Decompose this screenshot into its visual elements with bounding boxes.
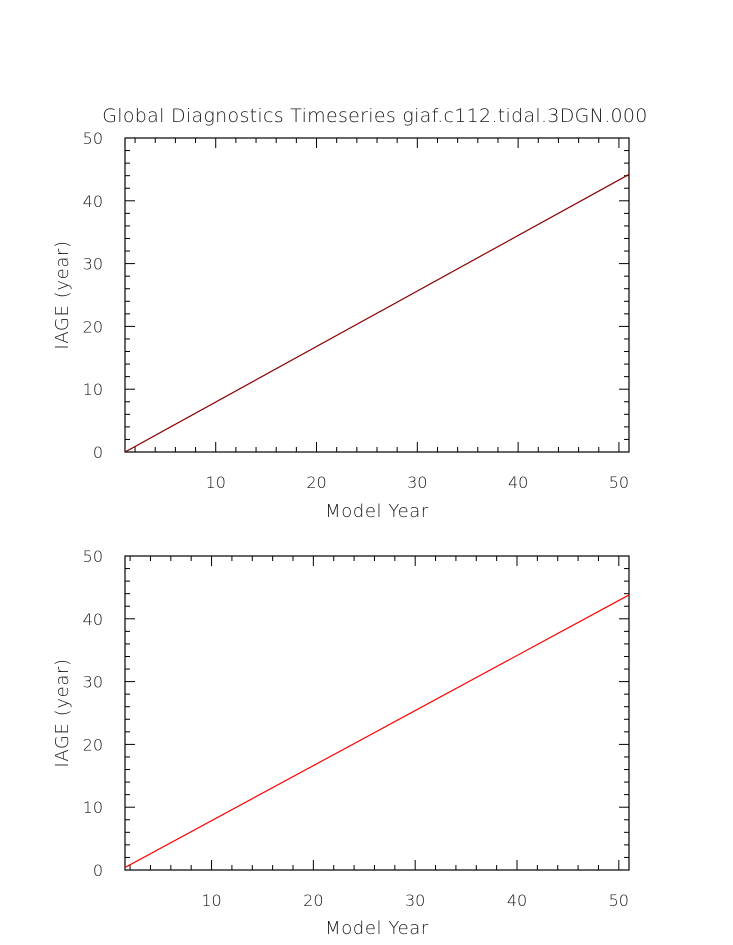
- top-y-tick-label: 40: [83, 192, 103, 211]
- top-x-axis-label: Model Year: [325, 501, 429, 522]
- bottom-x-tick-label: 30: [405, 891, 425, 910]
- bottom-y-tick-label: 10: [83, 798, 103, 817]
- top-y-tick-label: 0: [93, 443, 103, 462]
- top-y-tick-labels: 0 10 20 30 40 50: [83, 129, 103, 462]
- bottom-series-line: [124, 594, 630, 869]
- top-series-lines: [124, 173, 630, 453]
- top-x-tick-label: 10: [206, 473, 226, 492]
- chart-title: Global Diagnostics Timeseries giaf.c112.…: [102, 105, 647, 127]
- top-x-tick-label: 20: [306, 473, 326, 492]
- bottom-y-tick-label: 30: [83, 673, 103, 692]
- bottom-x-tick-label: 40: [507, 891, 527, 910]
- bottom-series-lines: [124, 594, 630, 869]
- bottom-x-tick-label: 20: [303, 891, 323, 910]
- bottom-y-axis-label: IAGE (year): [52, 658, 73, 767]
- top-y-tick-label: 50: [83, 129, 103, 148]
- top-x-tick-labels: 10 20 30 40 50: [206, 473, 630, 492]
- bottom-x-tick-label: 10: [201, 891, 221, 910]
- bottom-y-tick-label: 0: [93, 861, 103, 880]
- top-y-axis-label: IAGE (year): [52, 240, 73, 349]
- bottom-x-tick-label: 50: [609, 891, 629, 910]
- top-x-tick-label: 30: [407, 473, 427, 492]
- top-y-tick-label: 30: [83, 255, 103, 274]
- top-series-line: [124, 173, 630, 453]
- bottom-panel: 10 20 30 40 50 0 10 20 30 40 50 Model Year IAGE (…: [52, 547, 630, 939]
- bottom-plot-frame: [124, 555, 630, 871]
- top-y-tick-label: 20: [83, 317, 103, 336]
- top-y-tick-label: 10: [83, 380, 103, 399]
- top-x-tick-label: 40: [508, 473, 528, 492]
- bottom-y-tick-label: 40: [83, 610, 103, 629]
- top-panel: Global Diagnostics Timeseries giaf.c112.…: [52, 105, 647, 522]
- top-x-tick-label: 50: [609, 473, 629, 492]
- top-plot-frame: [124, 137, 630, 453]
- bottom-axis-ticks: [125, 555, 629, 871]
- bottom-x-axis-label: Model Year: [325, 918, 429, 939]
- bottom-y-tick-labels: 0 10 20 30 40 50: [83, 547, 103, 880]
- bottom-x-tick-labels: 10 20 30 40 50: [201, 891, 629, 910]
- bottom-y-tick-label: 20: [83, 735, 103, 754]
- bottom-y-tick-label: 50: [83, 547, 103, 566]
- top-axis-ticks: [125, 137, 629, 453]
